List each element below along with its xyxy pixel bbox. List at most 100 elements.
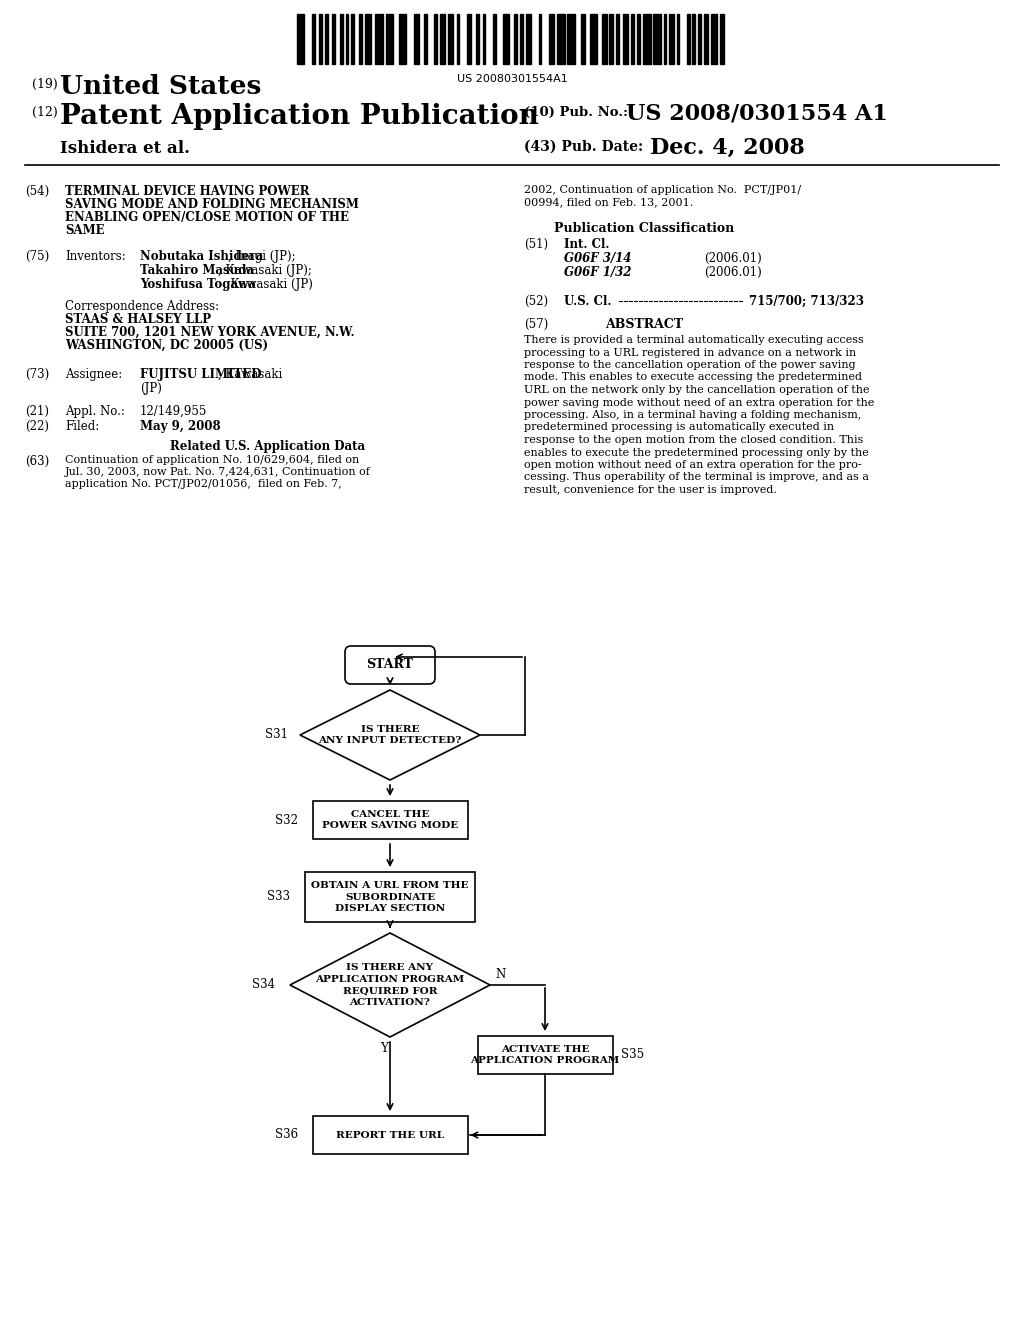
Text: cessing. Thus operability of the terminal is improve, and as a: cessing. Thus operability of the termina… [524, 473, 869, 483]
Text: Patent Application Publication: Patent Application Publication [60, 103, 539, 129]
Bar [637, 15, 640, 63]
Bar [520, 15, 522, 63]
Bar [503, 15, 509, 63]
Text: SAVING MODE AND FOLDING MECHANISM: SAVING MODE AND FOLDING MECHANISM [65, 198, 358, 211]
Text: WASHINGTON, DC 20005 (US): WASHINGTON, DC 20005 (US) [65, 339, 268, 352]
Text: mode. This enables to execute accessing the predetermined: mode. This enables to execute accessing … [524, 372, 862, 383]
Bar [386, 15, 393, 63]
Text: , Kawasaki (JP);: , Kawasaki (JP); [218, 264, 312, 277]
Bar [398, 15, 407, 63]
Text: S32: S32 [274, 813, 298, 826]
Polygon shape [300, 690, 480, 780]
Text: Correspondence Address:: Correspondence Address: [65, 300, 219, 313]
Text: result, convenience for the user is improved.: result, convenience for the user is impr… [524, 484, 777, 495]
Bar [434, 15, 437, 63]
Text: S36: S36 [274, 1129, 298, 1142]
Bar [366, 15, 371, 63]
Bar [720, 15, 724, 63]
Text: May 9, 2008: May 9, 2008 [140, 420, 220, 433]
Bar [376, 15, 383, 63]
Text: U.S. Cl.: U.S. Cl. [564, 294, 611, 308]
Text: 00994, filed on Feb. 13, 2001.: 00994, filed on Feb. 13, 2001. [524, 197, 693, 207]
Text: SUITE 700, 1201 NEW YORK AVENUE, N.W.: SUITE 700, 1201 NEW YORK AVENUE, N.W. [65, 326, 354, 339]
Text: , Kawasaki: , Kawasaki [218, 368, 283, 381]
Text: processing. Also, in a terminal having a folding mechanism,: processing. Also, in a terminal having a… [524, 411, 861, 420]
Text: SAME: SAME [65, 224, 104, 238]
Bar [312, 1115, 468, 1154]
Text: ABSTRACT: ABSTRACT [605, 318, 683, 331]
Text: S33: S33 [267, 891, 290, 903]
Text: N: N [495, 969, 505, 982]
Text: S31: S31 [265, 729, 288, 742]
Text: (2006.01): (2006.01) [705, 252, 762, 265]
Polygon shape [290, 933, 490, 1038]
Bar [297, 15, 304, 63]
Bar [631, 15, 634, 63]
Bar [449, 15, 453, 63]
Bar [557, 15, 564, 63]
Text: Publication Classification: Publication Classification [554, 222, 734, 235]
Text: Inventors:: Inventors: [65, 249, 126, 263]
Text: OBTAIN A URL FROM THE
SUBORDINATE
DISPLAY SECTION: OBTAIN A URL FROM THE SUBORDINATE DISPLA… [311, 880, 469, 913]
Bar [467, 15, 471, 63]
Text: ACTIVATE THE
APPLICATION PROGRAM: ACTIVATE THE APPLICATION PROGRAM [470, 1044, 620, 1065]
Bar [477, 1036, 612, 1074]
Bar [476, 15, 479, 63]
Text: Nobutaka Ishidera: Nobutaka Ishidera [140, 249, 263, 263]
Text: Continuation of application No. 10/629,604, filed on: Continuation of application No. 10/629,6… [65, 455, 359, 465]
Text: 715/700; 713/323: 715/700; 713/323 [749, 294, 864, 308]
Bar [692, 15, 695, 63]
Bar [609, 15, 613, 63]
Text: FUJITSU LIMITED: FUJITSU LIMITED [140, 368, 261, 381]
Text: Yoshifusa Togawa: Yoshifusa Togawa [140, 279, 256, 290]
Text: (12): (12) [32, 106, 57, 119]
Text: US 20080301554A1: US 20080301554A1 [457, 74, 567, 84]
Bar [677, 15, 680, 63]
Text: predetermined processing is automatically executed in: predetermined processing is automaticall… [524, 422, 835, 433]
Text: 2002, Continuation of application No.  PCT/JP01/: 2002, Continuation of application No. PC… [524, 185, 801, 195]
Bar [493, 15, 496, 63]
Bar [703, 15, 709, 63]
Text: (JP): (JP) [140, 381, 162, 395]
Bar [333, 15, 335, 63]
Text: (73): (73) [25, 368, 49, 381]
Bar [312, 15, 314, 63]
Bar [305, 873, 475, 921]
Bar [687, 15, 690, 63]
Text: START: START [367, 659, 414, 672]
Bar [514, 15, 517, 63]
Bar [581, 15, 586, 63]
Text: response to the open motion from the closed condition. This: response to the open motion from the clo… [524, 436, 863, 445]
Text: (51): (51) [524, 238, 548, 251]
Bar [602, 15, 606, 63]
Text: processing to a URL registered in advance on a network in: processing to a URL registered in advanc… [524, 347, 856, 358]
Text: (52): (52) [524, 294, 548, 308]
Bar [439, 15, 445, 63]
Bar [664, 15, 667, 63]
Text: enables to execute the predetermined processing only by the: enables to execute the predetermined pro… [524, 447, 868, 458]
Bar [643, 15, 650, 63]
Bar [525, 15, 531, 63]
Text: IS THERE
ANY INPUT DETECTED?: IS THERE ANY INPUT DETECTED? [318, 725, 462, 746]
Text: URL on the network only by the cancellation operation of the: URL on the network only by the cancellat… [524, 385, 869, 395]
Text: United States: United States [60, 74, 261, 99]
Bar [319, 15, 323, 63]
Bar [711, 15, 717, 63]
Text: , Kawasaki (JP): , Kawasaki (JP) [223, 279, 313, 290]
Text: (2006.01): (2006.01) [705, 267, 762, 279]
Bar [424, 15, 427, 63]
Text: (63): (63) [25, 455, 49, 469]
Text: S34: S34 [252, 978, 275, 991]
Text: Assignee:: Assignee: [65, 368, 122, 381]
Bar [539, 15, 542, 63]
Text: (22): (22) [25, 420, 49, 433]
Text: power saving mode without need of an extra operation for the: power saving mode without need of an ext… [524, 397, 874, 408]
Text: There is provided a terminal automatically executing access: There is provided a terminal automatical… [524, 335, 864, 345]
Text: (57): (57) [524, 318, 548, 331]
FancyBboxPatch shape [345, 645, 435, 684]
Text: (10) Pub. No.:: (10) Pub. No.: [524, 106, 628, 119]
Bar [590, 15, 597, 63]
Text: G06F 3/14: G06F 3/14 [564, 252, 632, 265]
Bar [414, 15, 419, 63]
Text: (75): (75) [25, 249, 49, 263]
